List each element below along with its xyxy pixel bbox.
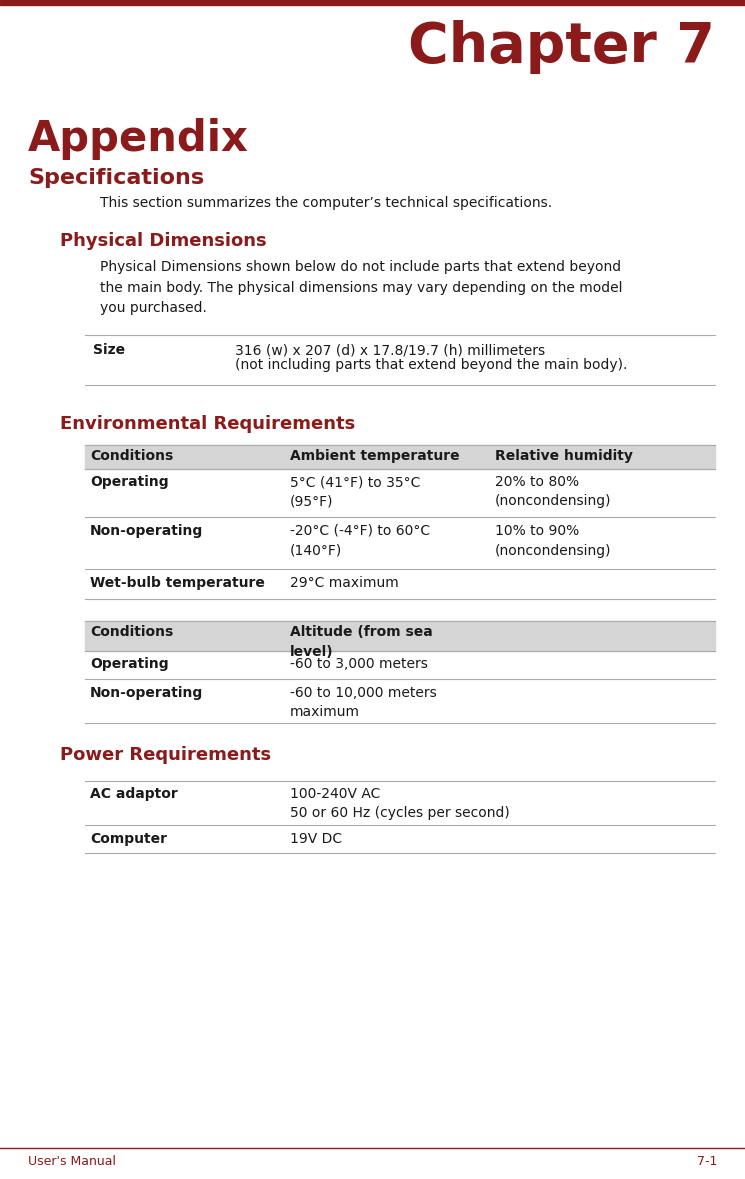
- Text: 5°C (41°F) to 35°C
(95°F): 5°C (41°F) to 35°C (95°F): [290, 475, 420, 508]
- Text: Wet-bulb temperature: Wet-bulb temperature: [90, 577, 265, 590]
- Bar: [85, 621, 715, 651]
- Text: Physical Dimensions shown below do not include parts that extend beyond
the main: Physical Dimensions shown below do not i…: [100, 261, 623, 315]
- Text: Altitude (from sea
level): Altitude (from sea level): [290, 625, 433, 659]
- Text: -20°C (-4°F) to 60°C
(140°F): -20°C (-4°F) to 60°C (140°F): [290, 523, 430, 558]
- Text: Appendix: Appendix: [28, 118, 249, 160]
- Text: This section summarizes the computer’s technical specifications.: This section summarizes the computer’s t…: [100, 196, 552, 210]
- Text: AC adaptor: AC adaptor: [90, 788, 178, 801]
- Text: 7-1: 7-1: [697, 1155, 717, 1168]
- Text: Operating: Operating: [90, 475, 168, 489]
- Text: Specifications: Specifications: [28, 167, 204, 187]
- Text: 29°C maximum: 29°C maximum: [290, 577, 399, 590]
- Text: 10% to 90%
(noncondensing): 10% to 90% (noncondensing): [495, 523, 612, 558]
- Text: -60 to 10,000 meters
maximum: -60 to 10,000 meters maximum: [290, 686, 437, 719]
- Text: Computer: Computer: [90, 832, 167, 847]
- Text: Relative humidity: Relative humidity: [495, 449, 633, 463]
- Text: Ambient temperature: Ambient temperature: [290, 449, 460, 463]
- Text: Conditions: Conditions: [90, 625, 174, 639]
- Bar: [85, 444, 715, 469]
- Text: Environmental Requirements: Environmental Requirements: [60, 415, 355, 433]
- Text: User's Manual: User's Manual: [28, 1155, 116, 1168]
- Text: Chapter 7: Chapter 7: [408, 20, 715, 74]
- Text: (not including parts that extend beyond the main body).: (not including parts that extend beyond …: [235, 358, 627, 373]
- Text: -60 to 3,000 meters: -60 to 3,000 meters: [290, 657, 428, 671]
- Text: 20% to 80%
(noncondensing): 20% to 80% (noncondensing): [495, 475, 612, 508]
- Text: Conditions: Conditions: [90, 449, 174, 463]
- Text: Operating: Operating: [90, 657, 168, 671]
- Text: Non-operating: Non-operating: [90, 686, 203, 700]
- Text: Size: Size: [93, 343, 125, 357]
- Text: 19V DC: 19V DC: [290, 832, 342, 847]
- Text: Power Requirements: Power Requirements: [60, 746, 271, 764]
- Text: Physical Dimensions: Physical Dimensions: [60, 232, 267, 250]
- Text: Non-operating: Non-operating: [90, 523, 203, 538]
- Bar: [0, 0, 745, 5]
- Text: 100-240V AC
50 or 60 Hz (cycles per second): 100-240V AC 50 or 60 Hz (cycles per seco…: [290, 788, 510, 821]
- Text: 316 (w) x 207 (d) x 17.8/19.7 (h) millimeters: 316 (w) x 207 (d) x 17.8/19.7 (h) millim…: [235, 343, 545, 357]
